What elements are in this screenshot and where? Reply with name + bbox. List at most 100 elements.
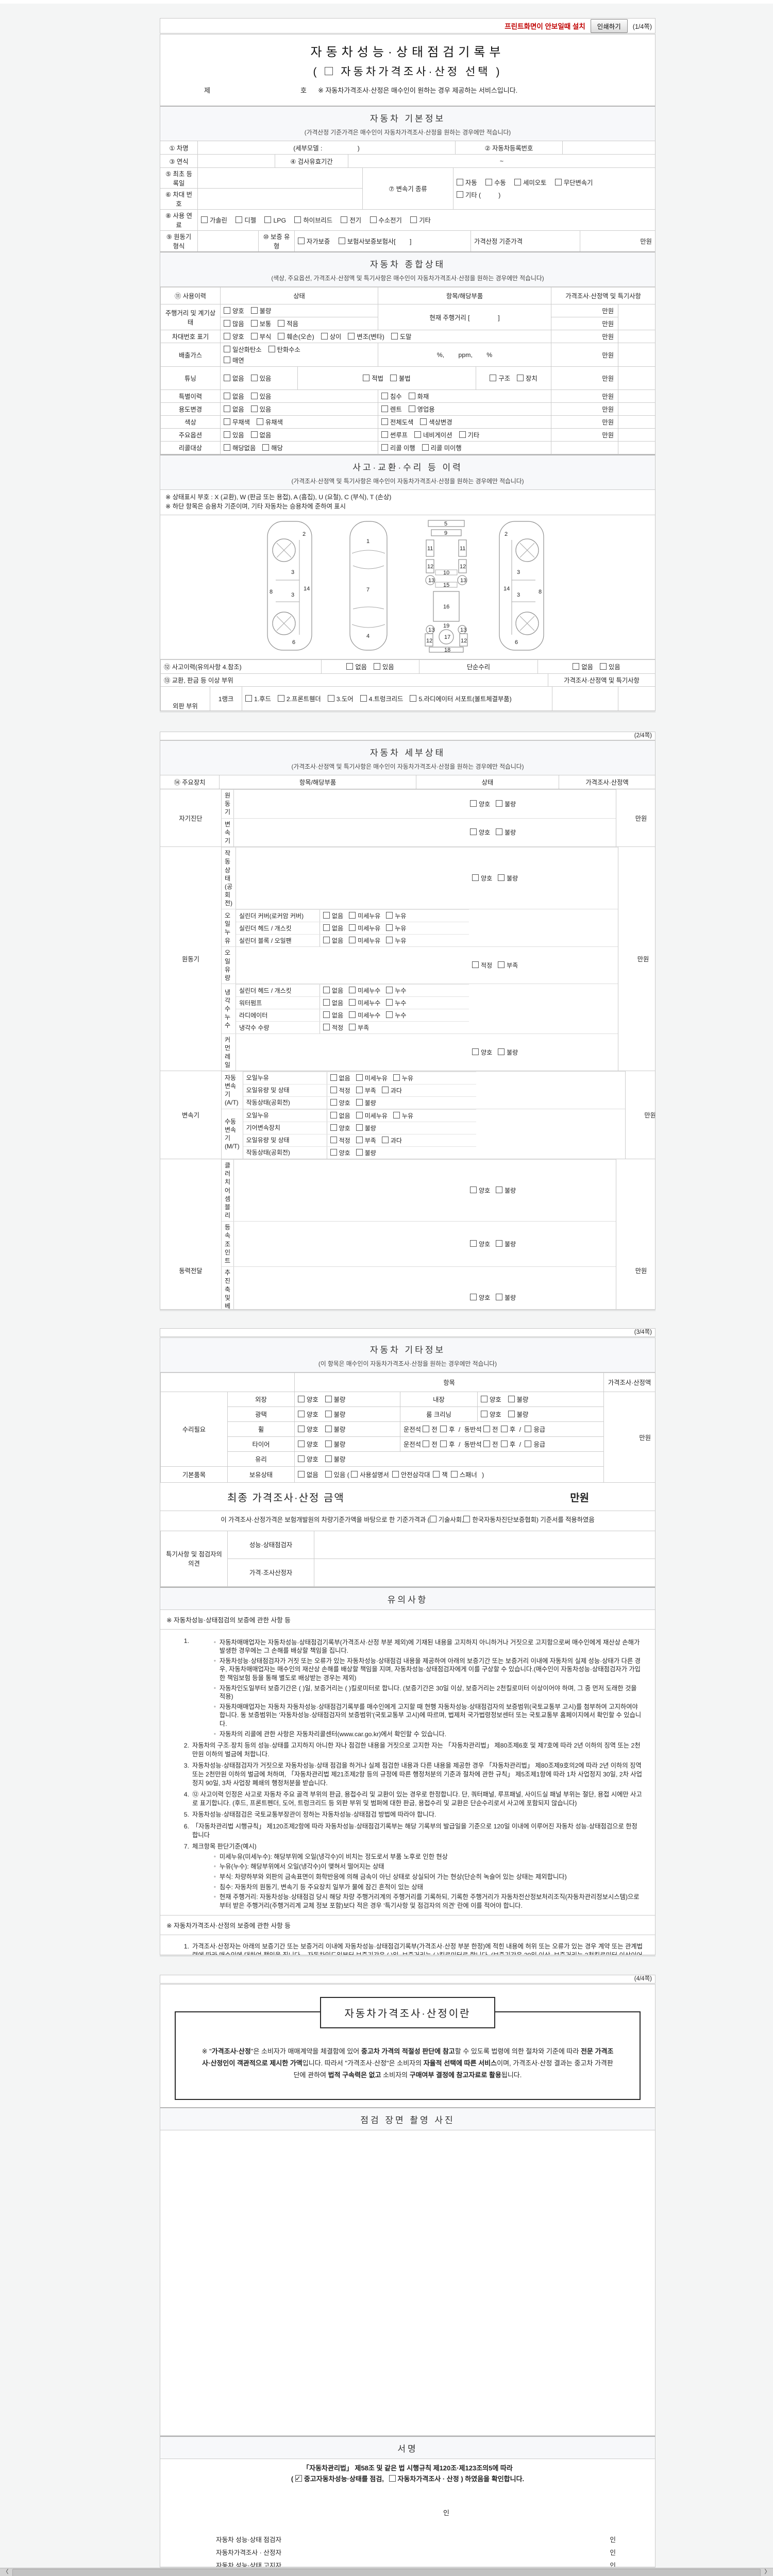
checkbox[interactable] <box>250 405 258 412</box>
checkbox[interactable] <box>264 216 272 223</box>
checkbox[interactable] <box>224 357 230 363</box>
checkbox[interactable] <box>341 216 348 223</box>
checkbox[interactable] <box>496 1187 503 1194</box>
checkbox[interactable] <box>250 320 258 327</box>
checkbox[interactable] <box>245 694 252 702</box>
horizontal-scrollbar[interactable]: 〈 〉 <box>0 2568 773 2576</box>
scroll-left-arrow[interactable]: 〈 <box>3 2569 9 2575</box>
remark-cell[interactable] <box>618 330 655 343</box>
checkbox[interactable] <box>330 1086 337 1093</box>
checkbox[interactable] <box>554 179 562 185</box>
field-inspection-period-value[interactable]: ~ <box>348 155 655 167</box>
checkbox[interactable] <box>224 375 230 381</box>
field-year-value[interactable] <box>197 155 275 167</box>
checkbox[interactable] <box>514 179 522 185</box>
scrollbar-thumb[interactable] <box>12 2569 761 2576</box>
checkbox[interactable] <box>386 1011 393 1019</box>
appraiser-opinion-value[interactable] <box>314 1558 655 1587</box>
checkbox[interactable] <box>356 1124 363 1131</box>
checkbox[interactable] <box>201 216 208 223</box>
checkbox[interactable] <box>327 694 334 702</box>
remark-cell[interactable] <box>618 686 655 710</box>
checkbox[interactable] <box>414 431 421 438</box>
checkbox[interactable] <box>278 333 285 340</box>
checkbox[interactable] <box>325 1455 332 1462</box>
field-reg-no-value[interactable] <box>562 141 655 154</box>
checkbox[interactable] <box>356 1148 363 1156</box>
checkbox[interactable] <box>298 1396 305 1402</box>
checkbox[interactable] <box>470 1240 477 1247</box>
checkbox[interactable] <box>386 912 393 919</box>
checkbox[interactable] <box>525 1426 532 1432</box>
checkbox[interactable] <box>470 1294 477 1301</box>
checkbox[interactable] <box>224 307 230 314</box>
checkbox[interactable] <box>440 1440 447 1447</box>
checkbox[interactable] <box>408 393 415 399</box>
checkbox[interactable] <box>325 1411 332 1417</box>
checkbox[interactable] <box>508 1396 515 1402</box>
checkbox[interactable] <box>429 1516 436 1522</box>
checkbox[interactable] <box>483 1426 491 1432</box>
checkbox[interactable] <box>369 216 377 223</box>
checkbox[interactable] <box>323 987 330 994</box>
checkbox[interactable] <box>351 1471 358 1478</box>
price-survey-checkbox[interactable] <box>389 2475 396 2482</box>
checkbox[interactable] <box>508 1411 515 1417</box>
checkbox[interactable] <box>423 1426 430 1432</box>
checkbox[interactable] <box>472 961 479 969</box>
checkbox[interactable] <box>338 238 345 244</box>
checkbox[interactable] <box>496 800 503 807</box>
checkbox[interactable] <box>483 1440 491 1447</box>
checkbox[interactable] <box>325 1396 332 1402</box>
checkbox[interactable] <box>356 1074 363 1081</box>
checkbox[interactable] <box>250 393 258 399</box>
checkbox[interactable] <box>525 1440 532 1447</box>
checkbox[interactable] <box>374 663 380 670</box>
checkbox[interactable] <box>463 1516 470 1522</box>
checkbox[interactable] <box>349 1024 356 1031</box>
checkbox[interactable] <box>356 1086 363 1093</box>
remark-cell[interactable] <box>618 402 655 416</box>
remark-cell[interactable] <box>618 366 655 390</box>
checkbox[interactable] <box>323 924 330 931</box>
checkbox[interactable] <box>262 444 270 451</box>
checkbox[interactable] <box>349 999 356 1006</box>
checkbox[interactable] <box>381 1086 389 1093</box>
checkbox[interactable] <box>472 1048 479 1056</box>
checkbox[interactable] <box>363 375 370 381</box>
checkbox[interactable] <box>517 375 524 381</box>
checkbox[interactable] <box>224 333 230 340</box>
checkbox[interactable] <box>256 418 263 425</box>
checkbox[interactable] <box>323 912 330 919</box>
checkbox[interactable] <box>298 1471 305 1478</box>
checkbox[interactable] <box>485 179 493 185</box>
remark-cell[interactable] <box>618 441 655 454</box>
checkbox[interactable] <box>422 444 429 451</box>
checkbox[interactable] <box>459 431 466 438</box>
checkbox[interactable] <box>381 418 389 425</box>
checkbox[interactable] <box>224 320 230 327</box>
checkbox[interactable] <box>457 179 463 185</box>
field-first-reg-value[interactable] <box>197 168 362 188</box>
checkbox[interactable] <box>498 874 505 882</box>
checkbox[interactable] <box>490 375 497 381</box>
checkbox[interactable] <box>381 1136 389 1143</box>
checkbox[interactable] <box>349 912 356 919</box>
inspector-opinion-value[interactable] <box>314 1530 655 1559</box>
checkbox[interactable] <box>440 1426 447 1432</box>
checkbox[interactable] <box>330 1098 337 1106</box>
checkbox[interactable] <box>393 1074 400 1081</box>
checkbox[interactable] <box>408 405 415 412</box>
checkbox[interactable] <box>330 1111 337 1118</box>
checkbox[interactable] <box>236 216 243 223</box>
checkbox[interactable] <box>278 320 285 327</box>
checkbox[interactable] <box>498 1048 505 1056</box>
checkbox[interactable] <box>349 987 356 994</box>
checkbox[interactable] <box>330 1074 337 1081</box>
field-engine-type-value[interactable] <box>197 231 258 251</box>
checkbox[interactable] <box>481 1396 488 1402</box>
checkbox[interactable] <box>250 431 258 438</box>
checkbox[interactable] <box>323 937 330 944</box>
checkbox[interactable] <box>298 1440 305 1447</box>
checkbox[interactable] <box>268 346 275 352</box>
